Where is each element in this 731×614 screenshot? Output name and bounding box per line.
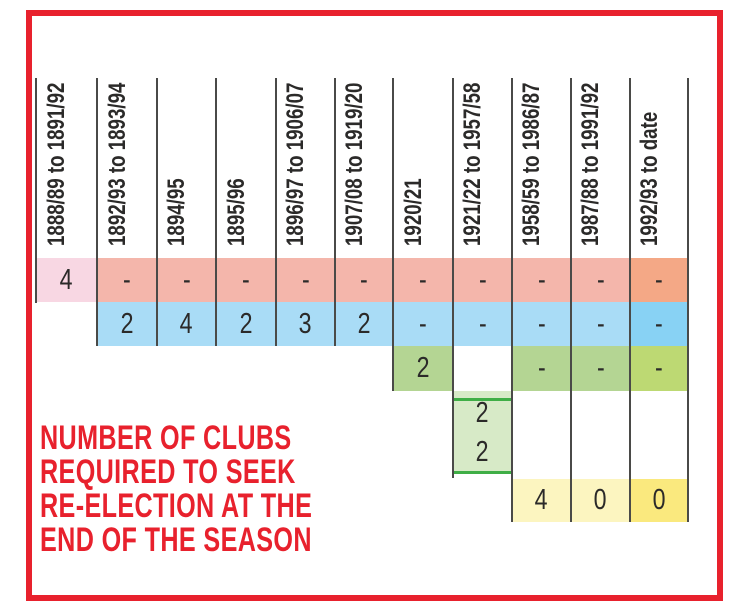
cell-r1-c7: - — [393, 258, 453, 302]
cell-r1-c4: - — [216, 258, 276, 302]
cell-r6-c10: 0 — [571, 479, 630, 522]
caption-line: NUMBER OF CLUBS — [40, 419, 292, 457]
cell-r1-c2: - — [97, 258, 157, 302]
cell-r6-c11: 0 — [630, 479, 688, 522]
cell-r2-c10: - — [571, 302, 630, 346]
red-border-frame — [26, 10, 723, 601]
column-header: 1888/89 to 1891/92 — [43, 82, 70, 247]
column-line-2 — [96, 78, 98, 346]
column-line-4 — [215, 78, 217, 346]
column-line-12 — [687, 78, 689, 522]
column-header: 1958/59 to 1986/87 — [518, 82, 545, 247]
column-header: 1894/95 — [163, 178, 190, 246]
cell-r2-c8: - — [453, 302, 512, 346]
cell-r2-c9: - — [512, 302, 571, 346]
column-line-9 — [511, 78, 513, 522]
cell-r1-c5: - — [276, 258, 335, 302]
cell-r2-c2: 2 — [97, 302, 157, 346]
column-line-10 — [570, 78, 572, 522]
cell-r2-c6: 2 — [335, 302, 393, 346]
caption-title: NUMBER OF CLUBS REQUIRED TO SEEK RE-ELEC… — [40, 421, 312, 557]
cell-r1-c1: 4 — [36, 258, 97, 302]
cell-r1-c8: - — [453, 258, 512, 302]
cell-r5-c8: 2 — [476, 435, 489, 468]
column-header: 1896/97 to 1906/07 — [282, 82, 309, 247]
cell-r3-c10: - — [571, 346, 630, 391]
cell-r2-c11: - — [630, 302, 688, 346]
column-line-11 — [629, 78, 631, 522]
caption-line: REQUIRED TO SEEK — [40, 453, 296, 491]
column-header: 1895/96 — [223, 178, 250, 246]
column-header: 1987/88 to 1991/92 — [577, 82, 604, 247]
caption-line: RE-ELECTION AT THE — [40, 487, 313, 525]
column-line-7 — [392, 78, 394, 391]
cell-r2-c4: 2 — [216, 302, 276, 346]
green-rule-top — [453, 398, 512, 401]
cell-r6-c9: 4 — [512, 479, 571, 522]
cell-r2-c3: 4 — [157, 302, 216, 346]
column-line-5 — [275, 78, 277, 346]
column-header: 1892/93 to 1893/94 — [104, 82, 131, 247]
column-line-6 — [334, 78, 336, 346]
cell-r3-c11: - — [630, 346, 688, 391]
cell-r1-c6: - — [335, 258, 393, 302]
cell-r3-c9: - — [512, 346, 571, 391]
column-header: 1920/21 — [400, 178, 427, 246]
cell-r1-c10: - — [571, 258, 630, 302]
caption-line: END OF THE SEASON — [40, 521, 312, 559]
cell-r1-c9: - — [512, 258, 571, 302]
green-rule-bottom — [453, 471, 512, 474]
column-line-8 — [452, 78, 454, 478]
column-line-3 — [156, 78, 158, 346]
column-header: 1992/93 to date — [636, 111, 663, 246]
column-line-1 — [35, 78, 37, 303]
column-header: 1907/08 to 1919/20 — [341, 82, 368, 247]
cell-r3-c7: 2 — [393, 346, 453, 391]
cell-r4-c8: 2 — [476, 396, 489, 429]
cell-r1-c11: - — [630, 258, 688, 302]
cell-r2-c7: - — [393, 302, 453, 346]
cell-r1-c3: - — [157, 258, 216, 302]
cell-r2-c5: 3 — [276, 302, 335, 346]
column-header: 1921/22 to 1957/58 — [459, 82, 486, 247]
pale-green-double-cell: 2 2 — [453, 391, 512, 474]
